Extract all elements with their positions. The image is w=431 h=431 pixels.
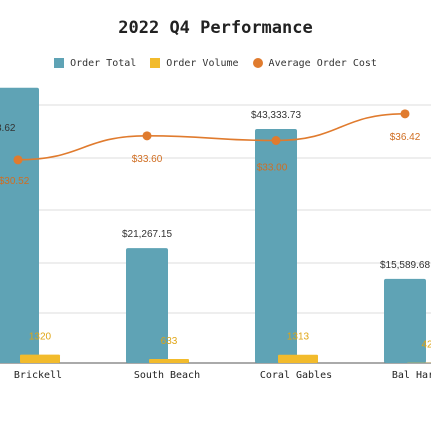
label-order-total-cropped: 8.62 [0, 123, 16, 134]
x-tick-brickell: Brickell [14, 370, 62, 381]
legend: Order Total Order Volume Average Order C… [0, 55, 431, 71]
point-average-order-cost-brickell [13, 155, 23, 165]
bar-order-volume-south-beach [149, 359, 189, 363]
bar-order-volume-brickell [20, 354, 60, 363]
point-average-order-cost-bal-harbour [400, 109, 410, 119]
label-order-total-bal-harbour: $15,589.68 [380, 260, 430, 271]
point-average-order-cost-south-beach [142, 131, 152, 141]
point-average-order-cost-coral-gables [271, 136, 281, 145]
label-order-volume-coral-gables: 1313 [287, 332, 310, 343]
bar-order-total-south-beach [126, 248, 168, 363]
legend-label-order-volume: Order Volume [166, 57, 239, 69]
x-tick-bal-harbour: Bal Harbour [392, 370, 431, 381]
legend-label-order-total: Order Total [70, 57, 137, 69]
x-tick-coral-gables: Coral Gables [260, 370, 332, 381]
label-average-order-cost-coral-gables: $33.00 [257, 163, 288, 174]
x-tick-south-beach: South Beach [134, 370, 200, 381]
line-average-order-cost [17, 113, 406, 161]
legend-label-average-order-cost: Average Order Cost [268, 57, 377, 69]
label-average-order-cost-south-beach: $33.60 [132, 154, 163, 165]
legend-swatch-order-total [54, 58, 65, 68]
legend-item-order-total[interactable]: Order Total [54, 58, 136, 69]
bar-order-total-coral-gables [255, 128, 297, 363]
legend-item-order-volume[interactable]: Order Volume [150, 57, 239, 69]
legend-swatch-order-volume [150, 58, 161, 68]
label-order-volume-brickell: 1320 [29, 332, 52, 343]
bar-order-volume-coral-gables [278, 354, 318, 363]
label-order-volume-south-beach: 633 [161, 336, 178, 347]
legend-item-average-order-cost[interactable]: Average Order Cost [252, 57, 377, 69]
bar-order-total-bal-harbour [384, 278, 426, 363]
label-average-order-cost-bal-harbour: $36.42 [390, 132, 421, 143]
label-order-total-coral-gables: $43,333.73 [251, 110, 301, 121]
legend-swatch-average-order-cost [252, 58, 263, 68]
label-average-order-cost-brickell: $30.52 [0, 176, 30, 187]
bar-order-total-brickell [0, 87, 39, 363]
chart-title: 2022 Q4 Performance [118, 18, 313, 38]
label-order-volume-bal-harbour: 42 [421, 340, 431, 351]
label-order-total-south-beach: $21,267.15 [122, 229, 172, 240]
